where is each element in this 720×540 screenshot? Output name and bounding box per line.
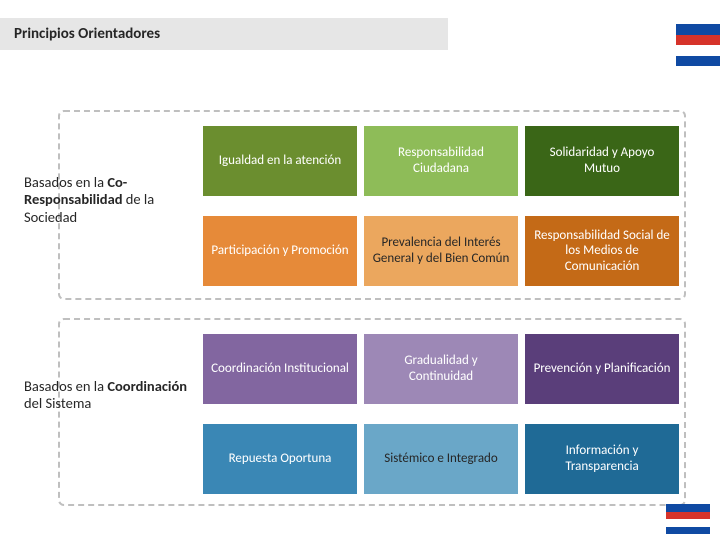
flag-stripe — [666, 504, 710, 512]
flag-stripe — [676, 45, 720, 56]
principle-tile: Responsabilidad Social de los Medios de … — [525, 216, 679, 286]
flag-stripe — [666, 519, 710, 527]
principle-tile: Responsabilidad Ciudadana — [364, 126, 518, 196]
principle-tile: Solidaridad y Apoyo Mutuo — [525, 126, 679, 196]
flag-stripe — [676, 24, 720, 35]
principle-tile: Repuesta Oportuna — [203, 424, 357, 494]
principle-tile: Información y Transparencia — [525, 424, 679, 494]
flag-stripe — [666, 527, 710, 535]
section-label-2: Basados en la Coordinación del Sistema — [24, 378, 192, 413]
flag-stripe — [676, 35, 720, 46]
principle-tile: Prevalencia del Interés General y del Bi… — [364, 216, 518, 286]
principle-tile: Participación y Promoción — [203, 216, 357, 286]
corner-flag-top — [676, 24, 720, 66]
principle-tile: Gradualidad y Continuidad — [364, 334, 518, 404]
label-bold: Coordinación — [107, 377, 187, 395]
principle-tile: Igualdad en la atención — [203, 126, 357, 196]
principle-tile: Prevención y Planificación — [525, 334, 679, 404]
section-label-1: Basados en la Co-Responsabilidad de la S… — [24, 174, 192, 226]
principle-tile: Coordinación Institucional — [203, 334, 357, 404]
corner-flag-bottom — [666, 504, 710, 534]
title-band: Principios Orientadores — [0, 18, 448, 50]
label-text: Basados en la — [24, 377, 107, 395]
label-text: Basados en la — [24, 173, 107, 191]
flag-stripe — [666, 512, 710, 520]
principle-tile: Sistémico e Integrado — [364, 424, 518, 494]
label-text: del Sistema — [24, 394, 91, 412]
flag-stripe — [676, 56, 720, 67]
slide-title: Principios Orientadores — [14, 25, 160, 43]
